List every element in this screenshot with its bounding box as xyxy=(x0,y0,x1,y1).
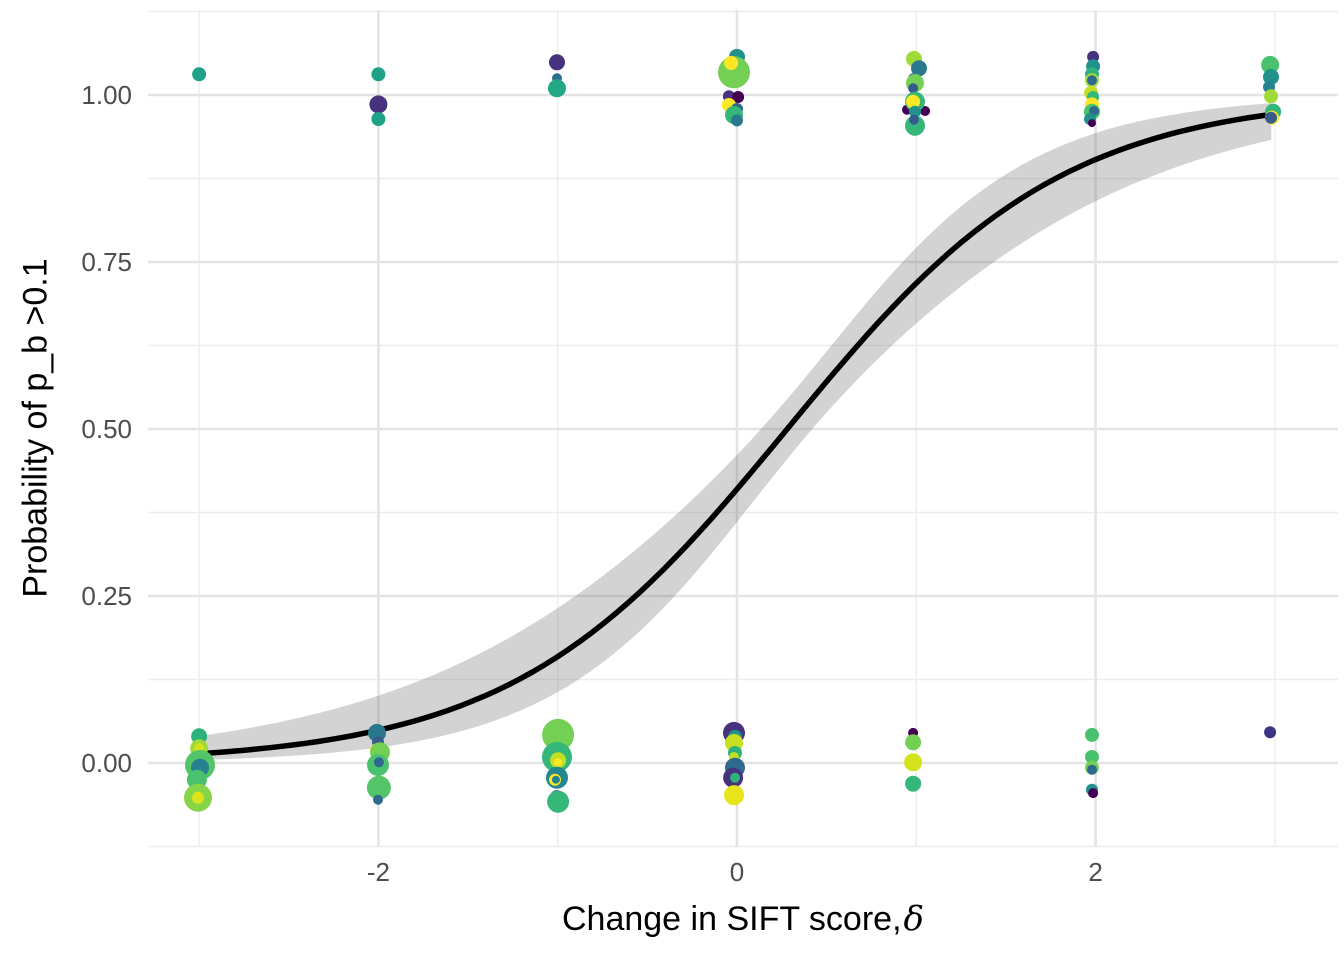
data-point xyxy=(911,60,927,77)
x-axis-title-text: Change in SIFT score, xyxy=(561,900,902,938)
y-tick-label: 0.00 xyxy=(81,748,132,778)
data-point xyxy=(905,734,922,751)
data-point xyxy=(920,106,931,116)
delta-symbol: δ xyxy=(903,899,925,939)
data-point xyxy=(366,775,391,800)
data-point xyxy=(373,757,384,768)
data-point xyxy=(905,775,922,792)
y-tick-label: 1.00 xyxy=(81,80,132,110)
x-tick-label: -2 xyxy=(367,857,390,887)
x-tick-label: 2 xyxy=(1088,857,1102,887)
data-point xyxy=(732,91,745,103)
data-point xyxy=(906,94,921,109)
data-point xyxy=(368,723,386,742)
data-point xyxy=(369,95,388,114)
minor-gridlines xyxy=(148,10,1338,848)
data-point xyxy=(908,83,919,94)
data-point xyxy=(1085,750,1099,764)
x-axis-title: Change in SIFT score,δ xyxy=(562,899,924,939)
data-point xyxy=(548,79,566,98)
data-point xyxy=(724,785,744,806)
y-tick-label: 0.75 xyxy=(81,247,132,277)
data-point xyxy=(724,55,739,70)
data-point xyxy=(1264,89,1278,104)
data-point xyxy=(1264,726,1277,739)
y-axis-title: Probability of p_b >0.1 xyxy=(16,258,55,598)
confidence-ribbon xyxy=(198,103,1272,760)
y-axis-tick-labels: 0.00 0.25 0.50 0.75 1.00 xyxy=(81,80,132,778)
x-tick-label: 0 xyxy=(730,857,744,887)
data-point xyxy=(1088,788,1099,799)
data-point xyxy=(1088,119,1096,128)
data-point xyxy=(1087,764,1097,775)
data-point xyxy=(371,112,386,126)
data-point xyxy=(192,791,204,804)
data-point xyxy=(731,114,743,127)
data-point xyxy=(1265,111,1277,124)
logistic-fit-curve xyxy=(198,111,1272,757)
y-tick-label: 0.25 xyxy=(81,581,132,611)
data-point xyxy=(1261,55,1280,74)
data-point xyxy=(1263,69,1279,85)
data-point xyxy=(547,790,570,813)
data-point xyxy=(730,772,740,783)
data-point xyxy=(551,775,560,784)
x-axis-tick-labels: -2 0 2 xyxy=(367,857,1103,887)
data-point xyxy=(542,718,575,751)
y-tick-label: 0.50 xyxy=(81,414,132,444)
data-point xyxy=(371,67,386,82)
data-point xyxy=(549,54,565,71)
data-point xyxy=(904,753,923,772)
data-point xyxy=(192,67,207,82)
data-points xyxy=(184,48,1282,813)
data-point xyxy=(1087,75,1097,86)
data-point xyxy=(1085,727,1099,742)
data-point xyxy=(373,794,383,805)
data-point xyxy=(909,105,921,118)
data-point xyxy=(1087,50,1100,63)
data-point xyxy=(909,114,919,125)
data-point xyxy=(554,758,563,767)
